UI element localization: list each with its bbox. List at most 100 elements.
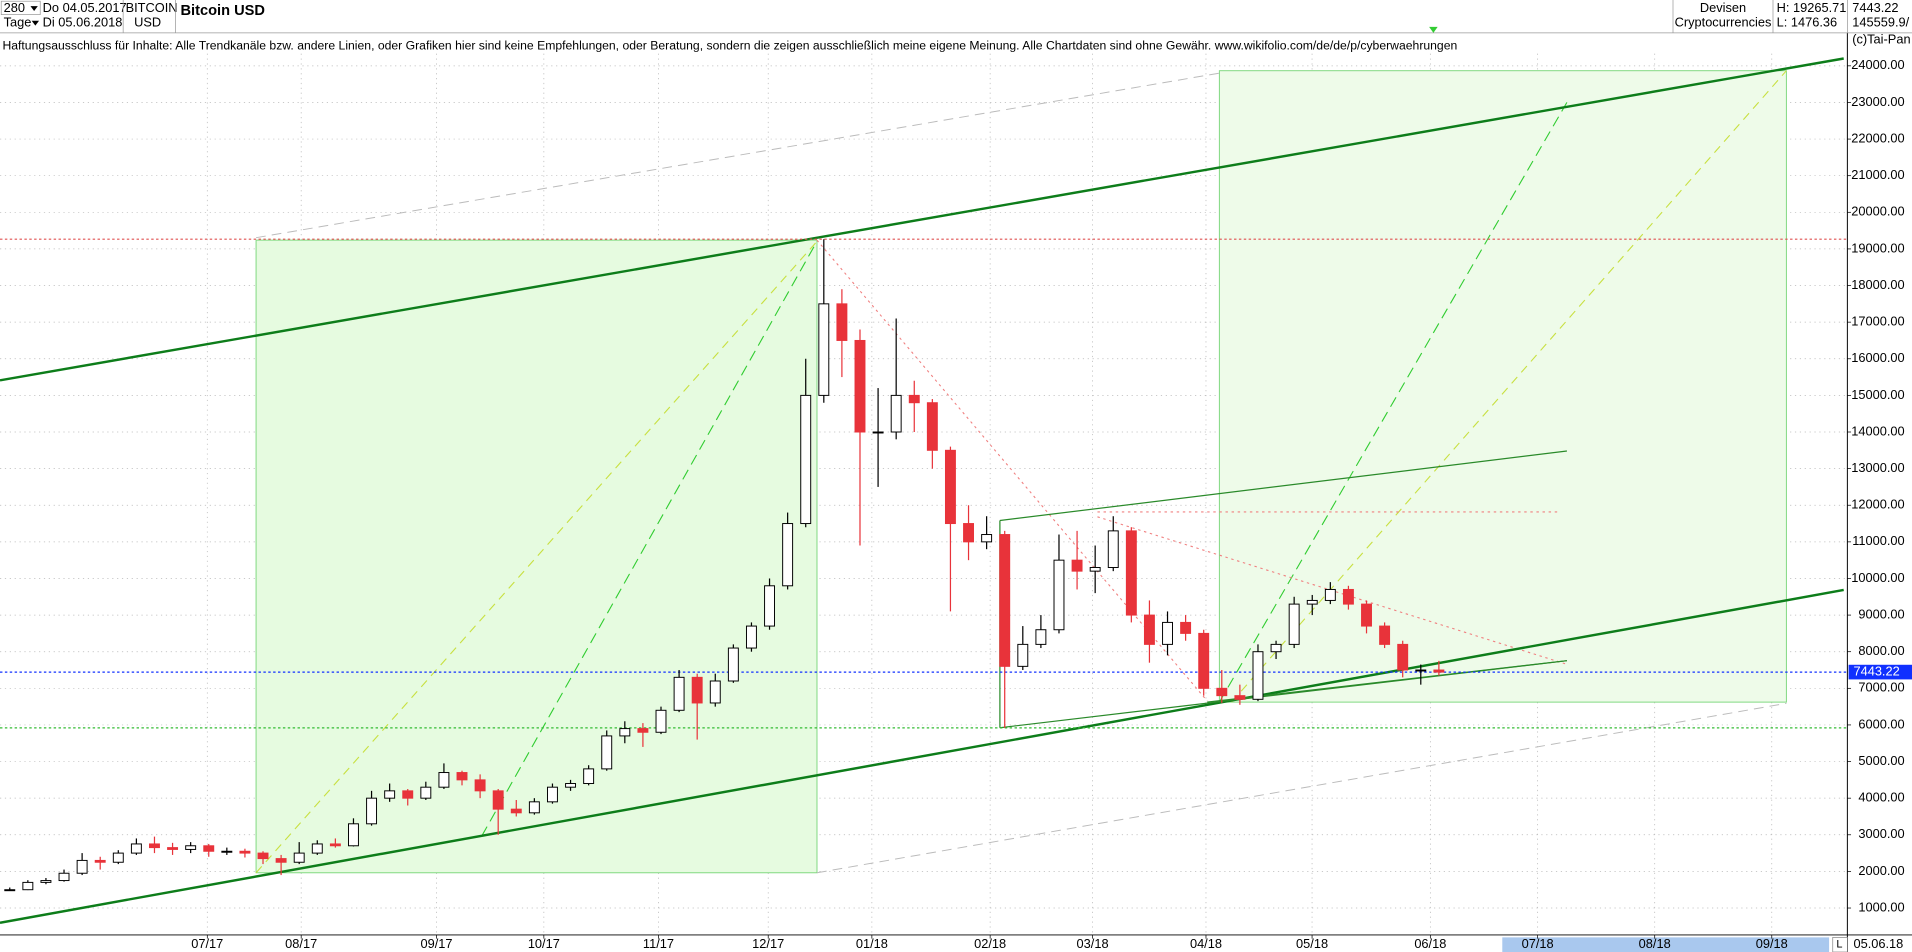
x-tick-label: 06/18 — [1414, 936, 1446, 951]
future-bar — [1502, 937, 1830, 952]
trend-line — [1207, 660, 1567, 703]
price-tag — [1848, 664, 1912, 680]
high: H: 19265.71 — [1777, 0, 1847, 15]
candle-body — [275, 858, 287, 863]
candle-body — [1035, 629, 1047, 645]
y-tick-label: 6000.00 — [1858, 716, 1904, 731]
dashed-line — [481, 241, 818, 837]
x-tick-label: 08/17 — [285, 936, 317, 951]
trend-line — [0, 588, 1844, 924]
marker — [1429, 26, 1438, 33]
candle-body — [1306, 599, 1318, 605]
x-tick-label: 04/18 — [1190, 936, 1222, 951]
candle-body — [1415, 669, 1427, 672]
projection-box — [255, 239, 818, 874]
candle-body — [709, 680, 721, 704]
candle-body — [890, 394, 902, 433]
y-tick-label: 5000.00 — [1858, 753, 1904, 768]
y-tick-label: 4000.00 — [1858, 790, 1904, 805]
candle-body — [999, 534, 1011, 667]
candle-body — [1234, 695, 1246, 700]
candle-body — [836, 303, 848, 341]
candle-body — [1270, 643, 1282, 653]
candle-body — [1198, 632, 1210, 689]
candle-body — [112, 852, 124, 863]
dashed-line — [255, 240, 818, 874]
candle-body — [528, 801, 540, 814]
candle-body — [1180, 621, 1192, 634]
x-tick-label: 09/18 — [1756, 936, 1788, 951]
candle-body — [655, 709, 667, 733]
candle-body — [1342, 588, 1354, 605]
x-tick-label: 11/17 — [643, 936, 674, 951]
y-tick-label: 2000.00 — [1858, 863, 1904, 878]
x-tick-label: 03/18 — [1077, 936, 1109, 951]
y-tick-label: 12000.00 — [1851, 497, 1904, 512]
candle-body — [474, 779, 486, 792]
candle-body — [420, 786, 432, 799]
candle-body — [981, 534, 993, 543]
candle-body — [1017, 643, 1029, 667]
y-tick-label: 17000.00 — [1851, 314, 1904, 329]
candle-body — [854, 339, 866, 433]
candle-body — [1125, 530, 1137, 616]
candle-body — [800, 394, 812, 525]
candle-body — [673, 676, 685, 711]
candle-body — [1162, 621, 1173, 645]
y-tick-label: 10000.00 — [1851, 570, 1904, 585]
candle-body — [583, 768, 595, 785]
y-tick-label: 18000.00 — [1851, 277, 1904, 292]
candle-body — [311, 843, 323, 854]
candle-body — [402, 790, 414, 799]
x-tick-label: 01/18 — [856, 936, 888, 951]
period-box[interactable] — [0, 0, 41, 15]
projection-box — [1218, 70, 1787, 703]
candle-body — [944, 449, 956, 525]
candle-body — [818, 303, 830, 396]
candle-body — [745, 625, 757, 649]
unit: Tage — [4, 15, 32, 30]
x-tick-label: 12/17 — [752, 936, 784, 951]
period: 280 — [4, 0, 25, 15]
candle-body — [203, 845, 215, 852]
scale-mode: L — [1836, 939, 1842, 951]
candle-body — [293, 852, 305, 863]
candle-body — [257, 852, 269, 860]
candle-body — [764, 585, 776, 627]
y-tick-label: 22000.00 — [1851, 130, 1904, 145]
copyright: (c)Tai-Pan — [1852, 32, 1910, 47]
candle-body — [565, 783, 577, 788]
candle-body — [348, 823, 359, 847]
y-tick-label: 9000.00 — [1858, 606, 1904, 621]
candle-body — [221, 850, 233, 853]
volume: 145559.9/ — [1852, 15, 1909, 30]
x-tick-label: 09/17 — [421, 936, 453, 951]
market: Devisen — [1700, 0, 1746, 15]
reference-lines — [0, 238, 1848, 729]
candle-body — [1379, 625, 1391, 645]
to-date: Di 05.06.2018 — [43, 15, 123, 30]
candle-body — [1361, 603, 1372, 627]
candle-body — [185, 845, 197, 850]
candle-body — [167, 847, 179, 850]
candle-body — [601, 735, 613, 770]
end-date: 05.06.18 — [1853, 936, 1903, 951]
candle-body — [22, 881, 34, 891]
candle-body — [1397, 643, 1409, 671]
x-tick-label: 10/17 — [528, 936, 560, 951]
candle-body — [366, 797, 378, 825]
y-tick-label: 21000.00 — [1851, 167, 1904, 182]
x-tick-label: 07/18 — [1522, 936, 1554, 951]
y-tick-label: 8000.00 — [1858, 643, 1904, 658]
candle-body — [1071, 559, 1083, 572]
chart-title: Bitcoin USD — [180, 3, 265, 19]
dropdown-arrow — [31, 20, 40, 26]
candle-body — [40, 880, 52, 883]
candle-body — [1216, 687, 1228, 697]
candle-body — [637, 728, 649, 733]
group: Cryptocurrencies — [1675, 15, 1772, 30]
candle-body — [1252, 651, 1264, 700]
candle-body — [438, 772, 450, 788]
candle-body — [384, 790, 396, 799]
